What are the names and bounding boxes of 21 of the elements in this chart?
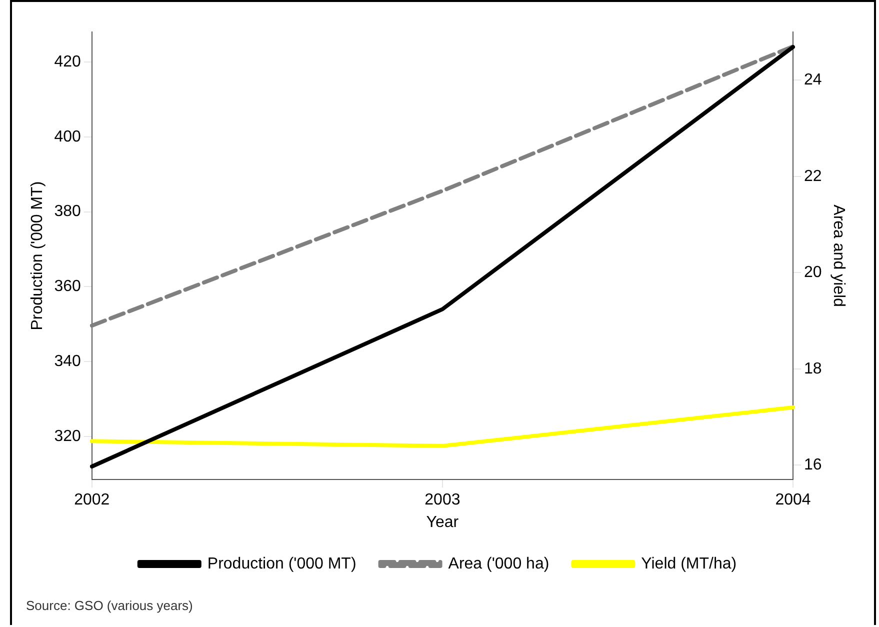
x-tick-label: 2004: [775, 492, 811, 509]
x-axis-title: Year: [426, 514, 460, 531]
y2-tick-label: 18: [804, 360, 822, 378]
y-tick-label: 380: [54, 203, 81, 220]
x-tick-label: 2003: [424, 492, 460, 509]
y2-tick-label: 22: [804, 168, 822, 185]
legend-label: Production ('000 MT): [207, 555, 356, 572]
y-tick-label: 360: [54, 278, 81, 296]
y2-tick-label: 24: [804, 72, 822, 89]
y-tick-label: 420: [54, 53, 81, 70]
y2-tick-label: 20: [804, 264, 822, 282]
y-tick-label: 320: [54, 428, 81, 445]
x-tick-label: 2002: [74, 492, 110, 509]
legend-label: Yield (MT/ha): [641, 555, 737, 572]
y-tick-label: 400: [54, 128, 81, 146]
y-tick-label: 340: [54, 353, 81, 370]
y-axis-title: Production ('000 MT): [29, 181, 46, 330]
source-note: Source: GSO (various years): [26, 598, 193, 613]
y2-tick-label: 16: [804, 456, 822, 474]
legend-label: Area ('000 ha): [448, 555, 550, 572]
y2-axis-title: Area and yield: [830, 204, 847, 307]
